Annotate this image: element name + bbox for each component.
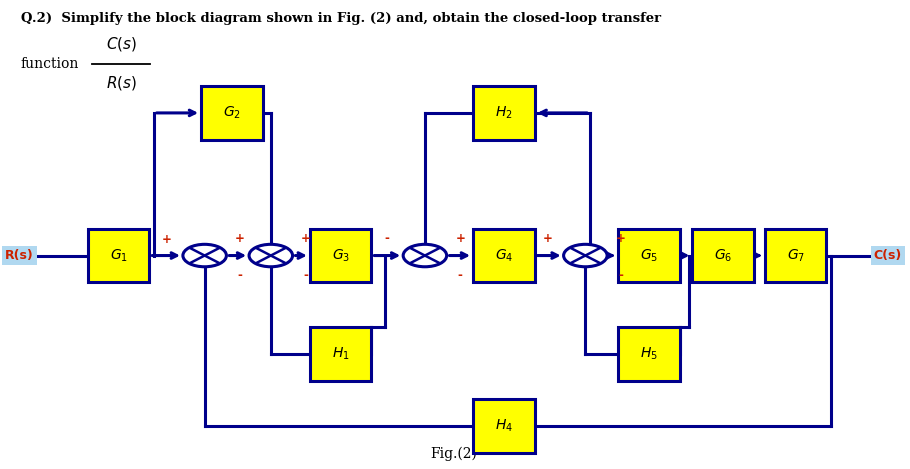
- FancyBboxPatch shape: [618, 229, 680, 282]
- FancyBboxPatch shape: [87, 229, 149, 282]
- Text: Fig.(2): Fig.(2): [430, 447, 478, 461]
- Text: +: +: [455, 232, 465, 245]
- Text: $C(s)$: $C(s)$: [106, 35, 136, 53]
- Text: $G_5$: $G_5$: [640, 247, 658, 264]
- FancyBboxPatch shape: [473, 229, 534, 282]
- Text: $G_7$: $G_7$: [786, 247, 804, 264]
- Text: $R(s)$: $R(s)$: [106, 75, 136, 92]
- Text: R(s): R(s): [5, 249, 34, 262]
- Text: $G_6$: $G_6$: [714, 247, 733, 264]
- Text: $H_4$: $H_4$: [495, 418, 512, 434]
- Text: $G_3$: $G_3$: [331, 247, 349, 264]
- Text: +: +: [542, 232, 552, 245]
- Circle shape: [403, 244, 447, 267]
- Text: $G_4$: $G_4$: [495, 247, 513, 264]
- Text: $H_2$: $H_2$: [495, 105, 512, 121]
- Text: $H_5$: $H_5$: [640, 346, 658, 362]
- Text: $G_2$: $G_2$: [223, 105, 241, 121]
- FancyBboxPatch shape: [309, 229, 371, 282]
- Text: -: -: [618, 269, 623, 282]
- Text: C(s): C(s): [874, 249, 902, 262]
- Text: -: -: [384, 232, 389, 245]
- Text: +: +: [235, 232, 245, 245]
- Text: Q.2)  Simplify the block diagram shown in Fig. (2) and, obtain the closed-loop t: Q.2) Simplify the block diagram shown in…: [21, 12, 661, 25]
- Text: $G_1$: $G_1$: [109, 247, 127, 264]
- FancyBboxPatch shape: [309, 327, 371, 381]
- Text: +: +: [162, 233, 171, 246]
- FancyBboxPatch shape: [618, 327, 680, 381]
- Text: -: -: [238, 269, 242, 282]
- Text: +: +: [301, 232, 311, 245]
- Circle shape: [183, 244, 227, 267]
- Text: function: function: [21, 57, 79, 71]
- Text: +: +: [616, 232, 626, 245]
- FancyBboxPatch shape: [473, 399, 534, 453]
- Text: -: -: [304, 269, 308, 282]
- Text: $H_1$: $H_1$: [332, 346, 349, 362]
- Text: -: -: [458, 269, 462, 282]
- FancyBboxPatch shape: [693, 229, 754, 282]
- FancyBboxPatch shape: [201, 86, 263, 140]
- FancyBboxPatch shape: [473, 86, 534, 140]
- Circle shape: [563, 244, 607, 267]
- FancyBboxPatch shape: [764, 229, 826, 282]
- Circle shape: [249, 244, 293, 267]
